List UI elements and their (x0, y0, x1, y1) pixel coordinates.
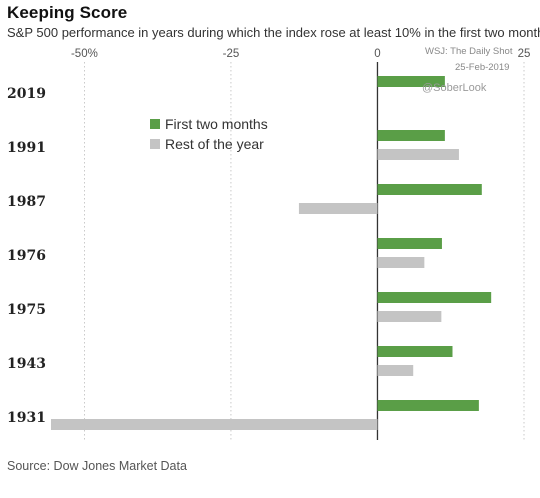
year-label: 1976 (7, 248, 46, 264)
bar-rest-of-year (377, 257, 425, 268)
legend-swatch (150, 139, 160, 149)
year-label: 1987 (7, 194, 46, 210)
credit-handle: @SoberLook (422, 82, 487, 94)
x-tick-label: -25 (223, 48, 240, 60)
bar-first-two-months (377, 292, 492, 303)
bar-rest-of-year (377, 149, 459, 160)
legend-label: First two months (165, 116, 268, 132)
bar-first-two-months (377, 76, 445, 87)
bar-rest-of-year (377, 311, 442, 322)
legend-swatch (150, 119, 160, 129)
chart-title: Keeping Score (7, 3, 128, 22)
chart-subtitle: S&P 500 performance in years during whic… (7, 25, 540, 40)
bar-first-two-months (377, 238, 442, 249)
bar-rest-of-year (298, 203, 378, 214)
year-label: 1991 (7, 140, 46, 156)
bar-first-two-months (377, 346, 453, 357)
year-label: 1943 (7, 356, 46, 372)
chart-source: Source: Dow Jones Market Data (7, 459, 187, 473)
bar-first-two-months (377, 400, 479, 411)
bar-first-two-months (377, 130, 445, 141)
credit-source: WSJ: The Daily Shot (425, 46, 513, 57)
bar-first-two-months (377, 184, 482, 195)
year-label: 1975 (7, 302, 46, 318)
credit-date: 25-Feb-2019 (455, 62, 510, 73)
x-tick-label: 0 (374, 48, 380, 60)
x-tick-label: -50% (71, 48, 98, 60)
bar-rest-of-year (51, 419, 378, 430)
legend-label: Rest of the year (165, 136, 264, 152)
bar-rest-of-year (377, 365, 414, 376)
year-label: 1931 (7, 410, 46, 426)
x-tick-label: 25 (518, 48, 531, 60)
year-label: 2019 (7, 86, 46, 102)
